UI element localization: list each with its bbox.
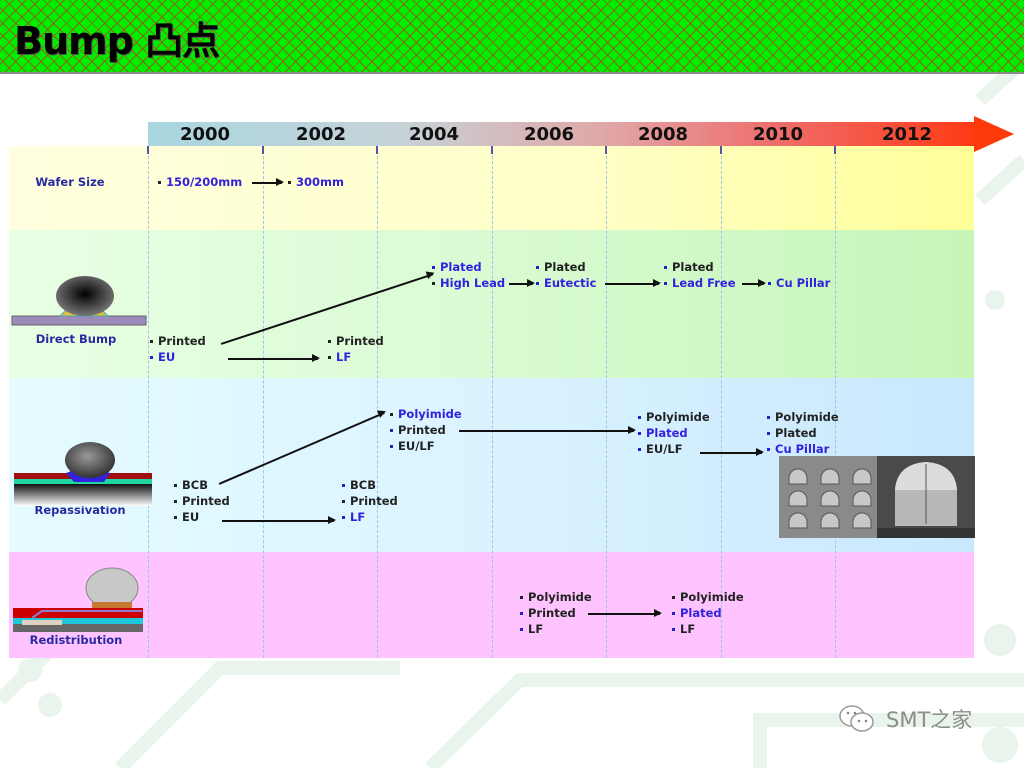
repassivation-illustration (14, 442, 152, 506)
arrow-icon (742, 280, 766, 286)
direct-bump-2010: Cu Pillar (768, 275, 830, 291)
repassivation-2004: Polyimide Printed EU/LF (390, 406, 462, 454)
year-2010: 2010 (752, 124, 804, 145)
grid-line (606, 146, 607, 658)
grid-line (377, 146, 378, 658)
row-wafer-size (9, 146, 974, 230)
row-label-wafer-size: Wafer Size (35, 175, 105, 189)
redistribution-2008: Polyimide Plated LF (672, 589, 744, 637)
direct-bump-2004: Plated High Lead (432, 259, 505, 291)
grid-line (835, 146, 836, 658)
direct-bump-2000: Printed EU (150, 333, 206, 365)
tick-mark (262, 146, 264, 154)
tick-mark (605, 146, 607, 154)
redistribution-illustration (13, 567, 143, 632)
repassivation-2000: BCB Printed EU (174, 477, 230, 525)
grid-line (492, 146, 493, 658)
grid-line (148, 146, 149, 658)
title-banner: Bump 凸点 (0, 0, 1024, 74)
repassivation-2002: BCB Printed LF (342, 477, 398, 525)
footer-brand: SMT之家 (838, 704, 972, 734)
row-label-redistribution: Redistribution (29, 633, 123, 647)
arrow-icon (459, 427, 636, 433)
wafer-item-150-200mm: 150/200mm (158, 174, 242, 190)
cu-pillar-sem-photos (779, 456, 975, 538)
row-direct-bump (9, 230, 974, 378)
row-label-repassivation: Repassivation (34, 503, 126, 517)
year-2008: 2008 (637, 124, 689, 145)
arrow-icon (605, 280, 661, 286)
tick-mark (491, 146, 493, 154)
row-redistribution (9, 552, 974, 658)
direct-bump-2002: Printed LF (328, 333, 384, 365)
year-2004: 2004 (408, 124, 460, 145)
timeline-arrowhead-icon (974, 116, 1014, 152)
arrow-icon (509, 280, 535, 286)
arrow-icon (228, 355, 320, 361)
tick-mark (720, 146, 722, 154)
direct-bump-illustration (11, 276, 147, 326)
row-label-direct-bump: Direct Bump (35, 332, 117, 346)
tick-mark (376, 146, 378, 154)
wafer-item-300mm: 300mm (288, 174, 344, 190)
tick-mark (147, 146, 149, 154)
arrow-icon (588, 610, 662, 616)
arrow-icon (222, 517, 336, 523)
direct-bump-2006: Plated Eutectic (536, 259, 596, 291)
wechat-icon (839, 705, 874, 732)
grid-line (263, 146, 264, 658)
year-2000: 2000 (179, 124, 231, 145)
arrow-icon (252, 179, 284, 185)
year-2012: 2012 (881, 124, 933, 145)
redistribution-2006: Polyimide Printed LF (520, 589, 592, 637)
tick-mark (834, 146, 836, 154)
year-2006: 2006 (523, 124, 575, 145)
direct-bump-2008: Plated Lead Free (664, 259, 736, 291)
arrow-icon (700, 449, 764, 455)
grid-line (721, 146, 722, 658)
footer-brand-text: SMT之家 (886, 708, 973, 732)
repassivation-2010: Polyimide Plated Cu Pillar (767, 409, 839, 457)
timeline-bar (148, 122, 974, 146)
page-title: Bump 凸点 (14, 19, 220, 63)
repassivation-2008: Polyimide Plated EU/LF (638, 409, 710, 457)
year-2002: 2002 (295, 124, 347, 145)
